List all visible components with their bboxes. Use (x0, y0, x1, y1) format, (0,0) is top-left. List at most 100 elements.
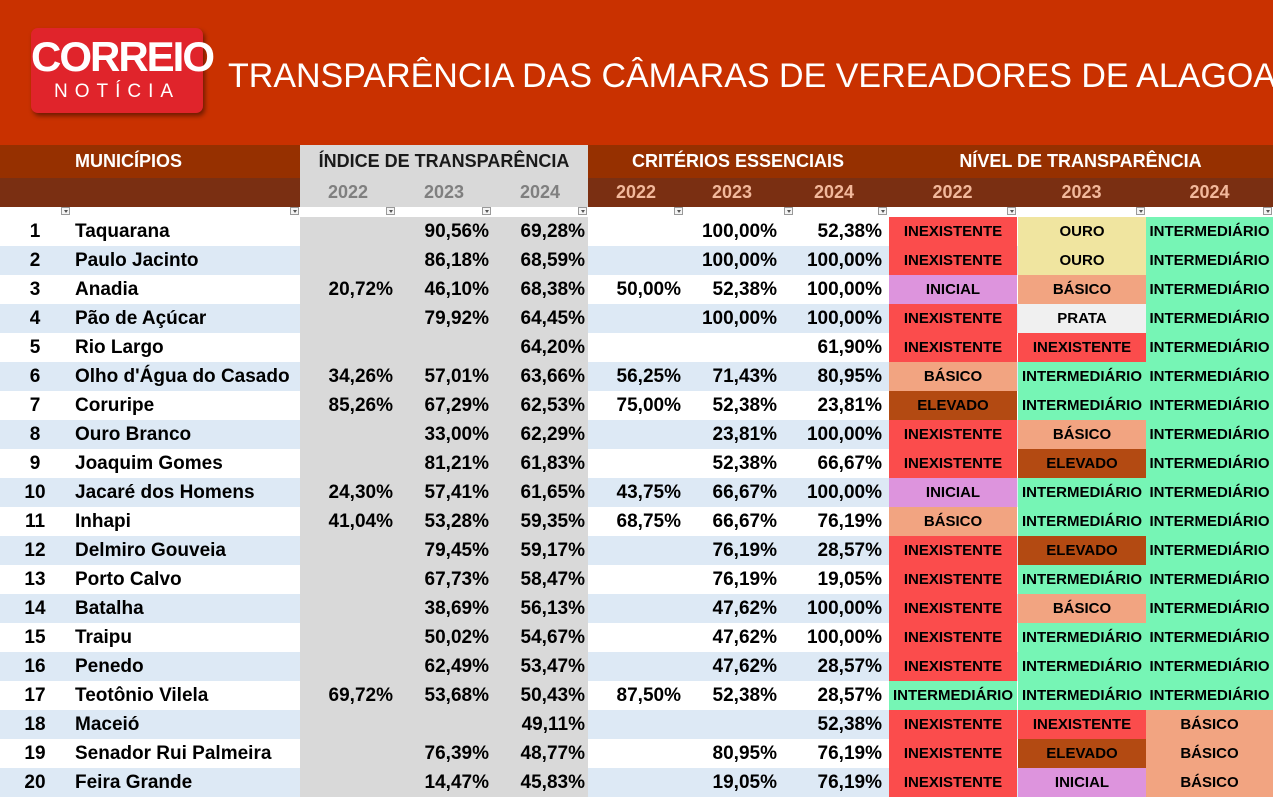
criterios-2024-cell[interactable]: 100,00% (806, 278, 882, 300)
criterios-2023-cell[interactable] (684, 333, 780, 362)
municipio-cell[interactable]: Ouro Branco (75, 423, 192, 445)
indice-2024-cell[interactable]: 64,20% (492, 333, 588, 362)
indice-2024-cell[interactable]: 61,65% (492, 478, 588, 507)
nivel-2023-badge[interactable]: INTERMEDIÁRIO (1018, 565, 1146, 594)
criterios-2023-cell[interactable]: 76,19% (712, 568, 777, 590)
nivel-2023-badge[interactable]: INTERMEDIÁRIO (1018, 623, 1146, 652)
indice-2023-cell[interactable]: 14,47% (396, 768, 492, 797)
criterios-2023-cell[interactable]: 47,62% (712, 597, 777, 619)
indice-2024-cell[interactable]: 54,67% (492, 623, 588, 652)
criterios-2022-cell[interactable]: 87,50% (616, 684, 681, 706)
filter-dropdown-icon[interactable] (784, 207, 793, 215)
municipio-cell[interactable]: Jacaré dos Homens (75, 481, 255, 503)
indice-2023-cell[interactable]: 76,39% (396, 739, 492, 768)
filter-dropdown-icon[interactable] (482, 207, 491, 215)
criterios-2024-cell[interactable]: 76,19% (817, 510, 882, 532)
criterios-2023-cell[interactable]: 76,19% (712, 539, 777, 561)
rank-cell[interactable]: 15 (24, 626, 46, 648)
rank-cell[interactable]: 10 (24, 481, 46, 503)
criterios-2024-cell[interactable]: 66,67% (817, 452, 882, 474)
nivel-2023-badge[interactable]: INTERMEDIÁRIO (1018, 362, 1146, 391)
indice-2024-cell[interactable]: 50,43% (492, 681, 588, 710)
indice-2022-cell[interactable] (300, 536, 396, 565)
indice-2024-cell[interactable]: 58,47% (492, 565, 588, 594)
rank-cell[interactable]: 2 (29, 249, 41, 271)
nivel-2023-badge[interactable]: ELEVADO (1018, 739, 1146, 768)
indice-2022-cell[interactable]: 24,30% (300, 478, 396, 507)
indice-2024-cell[interactable]: 61,83% (492, 449, 588, 478)
indice-2024-cell[interactable]: 69,28% (492, 217, 588, 246)
criterios-2023-cell[interactable]: 47,62% (712, 626, 777, 648)
rank-cell[interactable]: 17 (24, 684, 46, 706)
nivel-2023-badge[interactable]: BÁSICO (1018, 594, 1146, 623)
criterios-2023-cell[interactable]: 100,00% (701, 249, 777, 271)
criterios-2024-cell[interactable]: 28,57% (817, 684, 882, 706)
criterios-2023-cell[interactable]: 52,38% (712, 684, 777, 706)
criterios-2022-cell[interactable] (588, 246, 684, 275)
nivel-2024-badge[interactable]: INTERMEDIÁRIO (1146, 275, 1273, 304)
indice-2024-cell[interactable]: 64,45% (492, 304, 588, 333)
indice-2022-cell[interactable] (300, 652, 396, 681)
criterios-2022-cell[interactable] (588, 594, 684, 623)
indice-2022-cell[interactable] (300, 739, 396, 768)
indice-2024-cell[interactable]: 49,11% (492, 710, 588, 739)
indice-2023-cell[interactable]: 33,00% (396, 420, 492, 449)
criterios-2024-cell[interactable]: 100,00% (806, 307, 882, 329)
rank-cell[interactable]: 1 (29, 220, 41, 242)
indice-2023-cell[interactable]: 50,02% (396, 623, 492, 652)
nivel-2023-badge[interactable]: INEXISTENTE (1018, 333, 1146, 362)
indice-2022-cell[interactable] (300, 333, 396, 362)
criterios-2023-cell[interactable]: 80,95% (712, 742, 777, 764)
filter-dropdown-icon[interactable] (1263, 207, 1272, 215)
criterios-2022-cell[interactable]: 75,00% (616, 394, 681, 416)
criterios-2023-cell[interactable]: 23,81% (712, 423, 777, 445)
nivel-2022-badge[interactable]: INEXISTENTE (889, 449, 1017, 478)
criterios-2022-cell[interactable] (588, 304, 684, 333)
criterios-2024-cell[interactable]: 28,57% (817, 539, 882, 561)
indice-2022-cell[interactable] (300, 594, 396, 623)
filter-dropdown-icon[interactable] (878, 207, 887, 215)
indice-2022-cell[interactable] (300, 304, 396, 333)
filter-dropdown-icon[interactable] (674, 207, 683, 215)
nivel-2024-badge[interactable]: INTERMEDIÁRIO (1146, 246, 1273, 275)
criterios-2022-cell[interactable]: 56,25% (616, 365, 681, 387)
municipio-cell[interactable]: Joaquim Gomes (75, 452, 223, 474)
nivel-2024-badge[interactable]: INTERMEDIÁRIO (1146, 333, 1273, 362)
municipio-cell[interactable]: Senador Rui Palmeira (75, 742, 272, 764)
nivel-2023-badge[interactable]: INEXISTENTE (1018, 710, 1146, 739)
nivel-2022-badge[interactable]: INEXISTENTE (889, 768, 1017, 797)
indice-2023-cell[interactable]: 86,18% (396, 246, 492, 275)
indice-2023-cell[interactable]: 46,10% (396, 275, 492, 304)
indice-2023-cell[interactable]: 90,56% (396, 217, 492, 246)
nivel-2024-badge[interactable]: INTERMEDIÁRIO (1146, 449, 1273, 478)
criterios-2022-cell[interactable] (588, 217, 684, 246)
municipio-cell[interactable]: Anadia (75, 278, 139, 300)
nivel-2022-badge[interactable]: INICIAL (889, 478, 1017, 507)
nivel-2024-badge[interactable]: INTERMEDIÁRIO (1146, 594, 1273, 623)
indice-2024-cell[interactable]: 59,17% (492, 536, 588, 565)
filter-dropdown-icon[interactable] (290, 207, 299, 215)
criterios-2023-cell[interactable]: 47,62% (712, 655, 777, 677)
criterios-2023-cell[interactable]: 52,38% (712, 394, 777, 416)
criterios-2022-cell[interactable]: 68,75% (616, 510, 681, 532)
criterios-2022-cell[interactable] (588, 565, 684, 594)
criterios-2023-cell[interactable]: 66,67% (712, 510, 777, 532)
nivel-2022-badge[interactable]: INEXISTENTE (889, 333, 1017, 362)
rank-cell[interactable]: 5 (29, 336, 41, 358)
criterios-2024-cell[interactable]: 100,00% (806, 626, 882, 648)
nivel-2023-badge[interactable]: BÁSICO (1018, 275, 1146, 304)
indice-2022-cell[interactable] (300, 246, 396, 275)
rank-cell[interactable]: 9 (29, 452, 41, 474)
indice-2022-cell[interactable]: 34,26% (300, 362, 396, 391)
nivel-2024-badge[interactable]: BÁSICO (1146, 768, 1273, 797)
nivel-2023-badge[interactable]: OURO (1018, 246, 1146, 275)
nivel-2023-badge[interactable]: INTERMEDIÁRIO (1018, 652, 1146, 681)
criterios-2023-cell[interactable]: 19,05% (712, 771, 777, 793)
criterios-2024-cell[interactable]: 76,19% (817, 771, 882, 793)
nivel-2022-badge[interactable]: INEXISTENTE (889, 304, 1017, 333)
nivel-2024-badge[interactable]: INTERMEDIÁRIO (1146, 507, 1273, 536)
nivel-2022-badge[interactable]: BÁSICO (889, 362, 1017, 391)
indice-2023-cell[interactable]: 57,01% (396, 362, 492, 391)
indice-2024-cell[interactable]: 68,38% (492, 275, 588, 304)
criterios-2024-cell[interactable]: 61,90% (817, 336, 882, 358)
